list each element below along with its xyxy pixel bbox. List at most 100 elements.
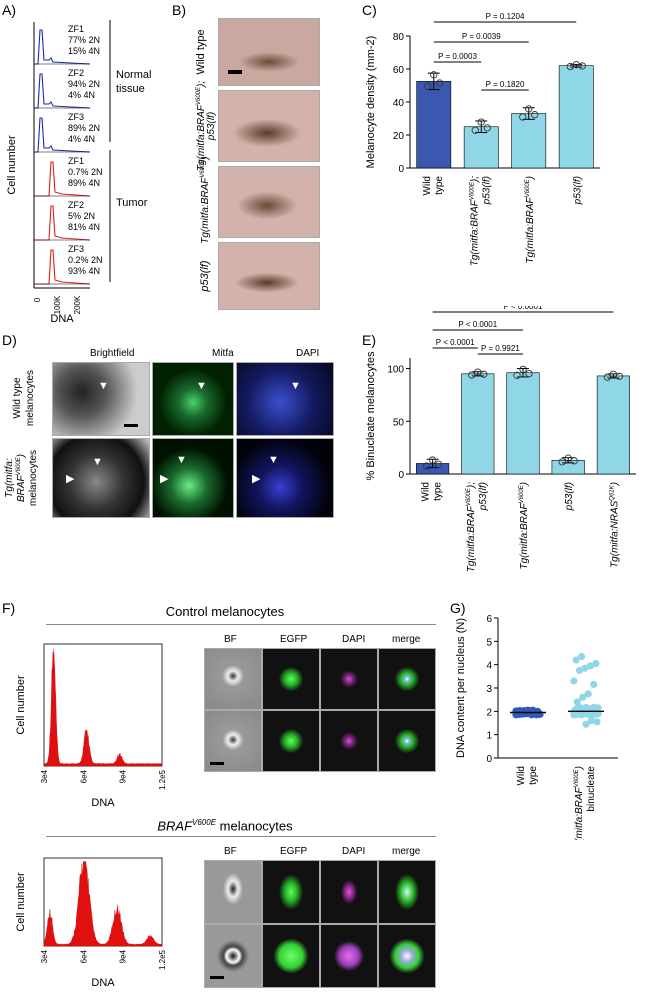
- arrowhead-icon: ▼: [92, 456, 103, 468]
- x-tick-label: Tg(mitfa:NRASQ61K): [609, 482, 620, 568]
- x-tick-label: p53(lf): [481, 176, 492, 205]
- x-tick-label: 1.2e5: [158, 949, 167, 970]
- x-tick-label: binucleate: [586, 766, 597, 812]
- y-axis-label: % Binucleate melanocytes: [365, 351, 377, 481]
- y-tick-label: 50: [393, 417, 405, 428]
- x-tick-label: 3e4: [40, 769, 49, 783]
- control-title-rule: [46, 624, 436, 625]
- sample-name: ZF2: [68, 68, 84, 78]
- img-ctrl-dapi-2: [320, 710, 378, 772]
- y-tick-label: 1: [486, 731, 492, 742]
- data-point: [513, 371, 521, 379]
- img-ctrl-bf-1: [204, 648, 262, 710]
- row-label-braf: Tg(mitfa:BRAFV600E): [200, 156, 211, 243]
- sample-stat: 81% 4N: [68, 222, 100, 232]
- data-point: [584, 690, 592, 698]
- sample-stat: 0.7% 2N: [68, 167, 103, 177]
- x-tick-label: 3e4: [40, 949, 49, 963]
- panel-a-ylabel: Cell number: [6, 135, 18, 195]
- sample-name: ZF2: [68, 200, 84, 210]
- braf-title-gene: BRAF: [157, 818, 193, 834]
- scale-bar-f1: [210, 762, 224, 765]
- fish-image-braf: [218, 166, 320, 238]
- data-point: [603, 373, 612, 381]
- arrowhead-icon: ▼: [268, 454, 279, 466]
- data-point: [570, 457, 578, 465]
- arrowhead-icon: ▼: [290, 380, 301, 392]
- histogram-line: [34, 29, 91, 65]
- row-label-braf-l2: BRAFV600E): [16, 454, 27, 502]
- col-dapi: DAPI: [342, 634, 366, 645]
- data-point: [590, 680, 598, 689]
- x-tick-label: p53(lf): [572, 176, 583, 205]
- data-point: [519, 365, 527, 374]
- column-header-brightfield: Brightfield: [90, 348, 135, 359]
- histogram-line: [34, 117, 91, 153]
- sample-stat: 89% 2N: [68, 123, 100, 133]
- col-bf-2: BF: [224, 846, 237, 857]
- panel-a-xtick-2: 200K: [73, 295, 82, 314]
- data-point: [477, 118, 485, 126]
- panel-label-a: A): [2, 2, 16, 18]
- y-tick-label: 0: [398, 164, 404, 175]
- fish-image-wildtype: [218, 18, 320, 86]
- plot-frame: [43, 857, 163, 947]
- sample-stat: 93% 4N: [68, 266, 100, 276]
- x-tick-label: Wild: [422, 176, 433, 195]
- data-point: [573, 698, 581, 706]
- data-point: [428, 456, 437, 464]
- braf-title-rest: melanocytes: [216, 818, 293, 834]
- x-tick-label: Wild: [421, 482, 432, 501]
- sample-stat: 94% 2N: [68, 79, 100, 89]
- y-tick-label: 3: [486, 684, 492, 695]
- control-title: Control melanocytes: [165, 604, 285, 619]
- bar: [511, 113, 547, 169]
- img-ctrl-egfp-2: [262, 710, 320, 772]
- panel-a-xtick-0: 0: [33, 297, 42, 302]
- img-ctrl-dapi-1: [320, 648, 378, 710]
- y-tick-label: 20: [393, 131, 405, 142]
- braf-title: BRAFV600E melanocytes: [0, 816, 450, 833]
- panel-label-b: B): [172, 2, 186, 18]
- y-axis-label: Cell number: [15, 675, 27, 735]
- img-ctrl-egfp-1: [262, 648, 320, 710]
- img-braf-bf-2: [204, 924, 262, 988]
- sample-name: ZF1: [68, 24, 84, 34]
- panel-d: Brightfield Mitfa DAPI ▼ ▼ ▼ ▼ ▶ ▼ ▶ ▼ ▶: [0, 330, 360, 530]
- p-value: P = 0.0003: [438, 52, 477, 61]
- data-point: [480, 370, 488, 378]
- y-tick-label: 4: [486, 661, 492, 672]
- data-point: [578, 652, 586, 661]
- plot-frame: [43, 643, 163, 767]
- data-point: [578, 62, 586, 70]
- x-tick-label: Tg(mitfa:BRAFV600E);: [466, 482, 477, 572]
- panel-f-histogram-control: Cell number 3e4 6e4 9e4 1.2e5 DNA: [15, 643, 167, 809]
- x-tick-label: type: [528, 766, 539, 785]
- x-tick-label: Wild: [516, 766, 527, 785]
- y-tick-label: 6: [486, 614, 492, 625]
- scale-bar: [228, 70, 242, 74]
- panel-b-row-labels: Wild type Tg(mitfa:BRAFV600E); p53(lf) T…: [195, 29, 217, 292]
- y-tick-label: 2: [486, 707, 492, 718]
- histogram-line: [34, 73, 91, 109]
- col-egfp: EGFP: [280, 634, 308, 645]
- x-axis-label: DNA: [91, 797, 115, 809]
- data-point: [592, 659, 600, 668]
- arrowhead-icon: ▶: [66, 473, 75, 485]
- bar: [463, 126, 499, 169]
- panel-label-c: C): [362, 2, 377, 18]
- data-point: [558, 458, 566, 466]
- panel-label-e: E): [362, 332, 376, 348]
- x-tick-label: Tg(mitfa:BRAFV600E): [519, 482, 530, 569]
- x-tick-label: Tg(mitfa:BRAFV600E);: [469, 176, 480, 266]
- panel-a-xtick-1: 100K: [53, 295, 62, 314]
- imgstrip-braf: BF EGFP DAPI merge: [204, 846, 436, 990]
- row-label-wt-l1: Wild type: [12, 377, 23, 419]
- sample-name: ZF1: [68, 156, 84, 166]
- panel-b: [180, 18, 320, 330]
- x-tick-label: 9e4: [119, 949, 128, 963]
- micro-wt-brightfield: [52, 362, 150, 436]
- row-label-p53: p53(lf): [206, 112, 217, 141]
- data-point: [564, 454, 572, 462]
